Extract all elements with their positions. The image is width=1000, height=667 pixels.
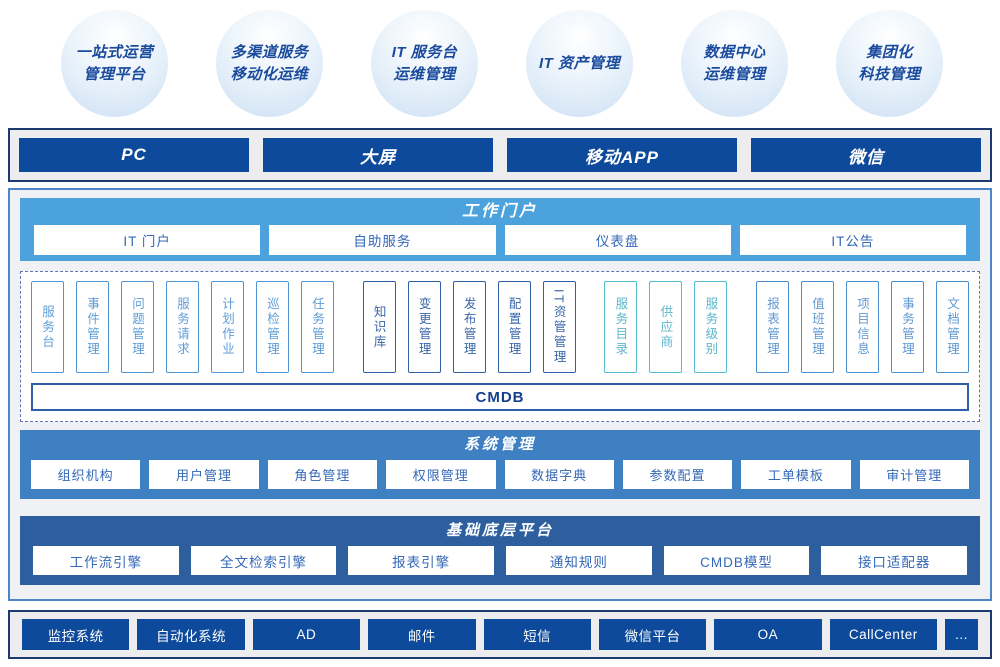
module-inspection: 巡检管理 bbox=[256, 281, 289, 373]
integration-email: 邮件 bbox=[368, 619, 476, 650]
module-affairs: 事务管理 bbox=[890, 281, 924, 373]
module-it-asset-mgmt: IT资管管理 bbox=[542, 281, 576, 373]
integration-oa: OA bbox=[714, 619, 822, 650]
system-section: 系统管理 组织机构 用户管理 角色管理 权限管理 数据字典 参数配置 工单模板 … bbox=[20, 430, 980, 499]
module-release: 发布管理 bbox=[452, 281, 486, 373]
bubble-it-servicedesk: IT 服务台 运维管理 bbox=[371, 10, 478, 117]
portal-item-it-notice: IT公告 bbox=[739, 225, 966, 255]
integration-callcenter: CallCenter bbox=[829, 619, 937, 650]
portal-item-dashboard: 仪表盘 bbox=[504, 225, 731, 255]
module-supplier: 供应商 bbox=[649, 281, 683, 373]
module-project-info: 项目信息 bbox=[845, 281, 879, 373]
module-report: 报表管理 bbox=[755, 281, 789, 373]
system-item-permission: 权限管理 bbox=[386, 460, 496, 489]
module-group-service-catalog: 服务目录 供应商 服务级别 bbox=[604, 281, 728, 373]
platform-item-cmdb-model: CMDB模型 bbox=[663, 546, 810, 575]
module-group-service-ops: 服务台 事件管理 问题管理 服务请求 计划作业 巡检管理 任务管理 bbox=[31, 281, 334, 373]
bubble-label: 集团化 科技管理 bbox=[858, 43, 921, 83]
module-group-change-config: 知识库 变更管理 发布管理 配置管理 IT资管管理 bbox=[362, 281, 576, 373]
bubble-label: IT 服务台 运维管理 bbox=[391, 43, 458, 83]
system-item-org: 组织机构 bbox=[31, 460, 141, 489]
module-duty-roster: 值班管理 bbox=[800, 281, 834, 373]
bubble-label: 一站式运营 管理平台 bbox=[75, 43, 154, 83]
channel-pc: PC bbox=[19, 138, 249, 172]
platform-item-notification-rule: 通知规则 bbox=[506, 546, 652, 575]
platform-section: 基础底层平台 工作流引擎 全文检索引擎 报表引擎 通知规则 CMDB模型 接口适… bbox=[20, 516, 980, 585]
platform-item-report-engine: 报表引擎 bbox=[348, 546, 495, 575]
platform-items-row: 工作流引擎 全文检索引擎 报表引擎 通知规则 CMDB模型 接口适配器 bbox=[20, 546, 980, 575]
module-group-reporting: 报表管理 值班管理 项目信息 事务管理 文档管理 bbox=[755, 281, 969, 373]
portal-section-title: 工作门户 bbox=[461, 203, 538, 220]
channels-panel: PC 大屏 移动APP 微信 bbox=[8, 128, 992, 182]
integration-automation: 自动化系统 bbox=[137, 619, 245, 650]
module-task: 任务管理 bbox=[301, 281, 334, 373]
bubble-group-tech: 集团化 科技管理 bbox=[836, 10, 943, 117]
portal-section: 工作门户 IT 门户 自助服务 仪表盘 IT公告 bbox=[20, 198, 980, 261]
module-service-request: 服务请求 bbox=[166, 281, 199, 373]
module-problem: 问题管理 bbox=[121, 281, 154, 373]
module-planned-job: 计划作业 bbox=[211, 281, 244, 373]
system-item-user: 用户管理 bbox=[149, 460, 259, 489]
integration-ad: AD bbox=[252, 619, 361, 650]
bubble-label: 多渠道服务 移动化运维 bbox=[230, 43, 309, 83]
system-item-data-dict: 数据字典 bbox=[504, 460, 614, 489]
bubble-it-asset: IT 资产管理 bbox=[526, 10, 633, 117]
module-groups-row: 服务台 事件管理 问题管理 服务请求 计划作业 巡检管理 任务管理 知识库 变更… bbox=[31, 281, 969, 373]
channel-bigscreen: 大屏 bbox=[263, 138, 493, 172]
module-change: 变更管理 bbox=[407, 281, 441, 373]
module-service-level: 服务级别 bbox=[694, 281, 728, 373]
cmdb-bar: CMDB bbox=[31, 383, 969, 411]
platform-item-workflow-engine: 工作流引擎 bbox=[33, 546, 179, 575]
integration-monitoring: 监控系统 bbox=[22, 619, 130, 650]
portal-items-row: IT 门户 自助服务 仪表盘 IT公告 bbox=[20, 225, 980, 255]
channel-mobile-app: 移动APP bbox=[507, 138, 737, 172]
main-panel: 工作门户 IT 门户 自助服务 仪表盘 IT公告 服务台 事件管理 问题管理 服… bbox=[8, 188, 992, 601]
system-item-audit: 审计管理 bbox=[859, 460, 969, 489]
system-item-ticket-template: 工单模板 bbox=[741, 460, 851, 489]
module-document: 文档管理 bbox=[935, 281, 969, 373]
system-item-parameter: 参数配置 bbox=[622, 460, 733, 489]
bubble-label: IT 资产管理 bbox=[539, 54, 620, 72]
platform-item-adapter: 接口适配器 bbox=[821, 546, 968, 575]
modules-panel: 服务台 事件管理 问题管理 服务请求 计划作业 巡检管理 任务管理 知识库 变更… bbox=[20, 271, 980, 422]
bubble-datacenter-ops: 数据中心 运维管理 bbox=[681, 10, 788, 117]
module-knowledgebase: 知识库 bbox=[362, 281, 396, 373]
bubble-operation-platform: 一站式运营 管理平台 bbox=[61, 10, 168, 117]
integration-more: … bbox=[945, 619, 978, 650]
platform-section-title: 基础底层平台 bbox=[445, 522, 554, 539]
channel-wechat: 微信 bbox=[751, 138, 981, 172]
system-section-title: 系统管理 bbox=[463, 436, 536, 453]
module-config: 配置管理 bbox=[497, 281, 531, 373]
portal-item-it-portal: IT 门户 bbox=[34, 225, 261, 255]
integration-wechat-platform: 微信平台 bbox=[598, 619, 707, 650]
portal-item-selfservice: 自助服务 bbox=[269, 225, 496, 255]
module-servicedesk: 服务台 bbox=[31, 281, 64, 373]
module-service-catalog: 服务目录 bbox=[604, 281, 638, 373]
system-item-role: 角色管理 bbox=[267, 460, 378, 489]
bubble-multichannel-service: 多渠道服务 移动化运维 bbox=[216, 10, 323, 117]
integrations-panel: 监控系统 自动化系统 AD 邮件 短信 微信平台 OA CallCenter … bbox=[8, 610, 992, 659]
capability-bubbles-row: 一站式运营 管理平台 多渠道服务 移动化运维 IT 服务台 运维管理 IT 资产… bbox=[0, 0, 1000, 117]
integration-sms: 短信 bbox=[483, 619, 591, 650]
bubble-label: 数据中心 运维管理 bbox=[703, 43, 766, 83]
system-items-row: 组织机构 用户管理 角色管理 权限管理 数据字典 参数配置 工单模板 审计管理 bbox=[20, 460, 980, 489]
platform-item-fulltext-engine: 全文检索引擎 bbox=[190, 546, 337, 575]
module-incident: 事件管理 bbox=[76, 281, 109, 373]
